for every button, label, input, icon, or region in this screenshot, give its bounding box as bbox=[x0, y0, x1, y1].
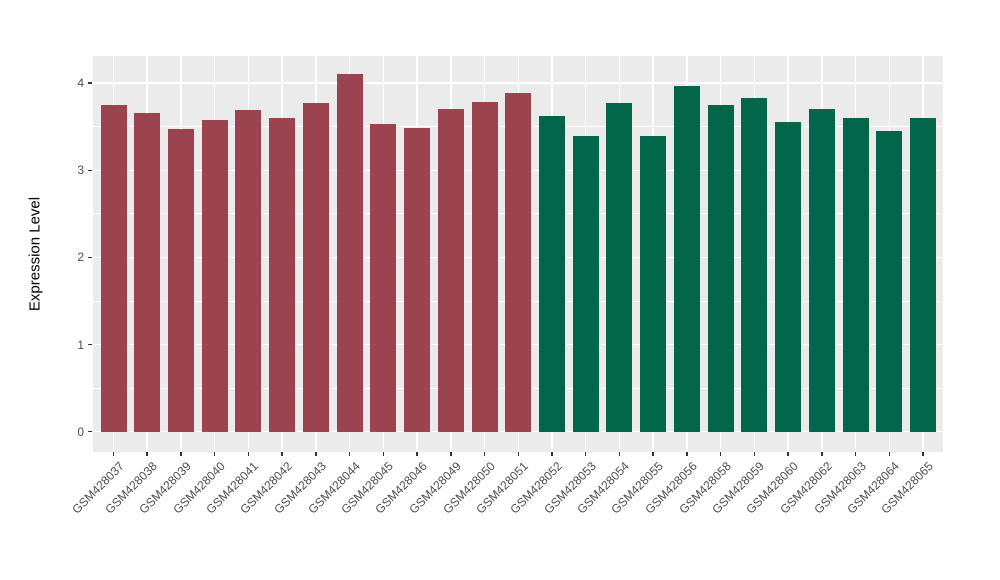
x-tick-GSM428058 bbox=[719, 452, 722, 456]
x-tick-GSM428044 bbox=[348, 452, 351, 456]
x-tick-GSM428053 bbox=[584, 452, 587, 456]
x-tick-GSM428041 bbox=[247, 452, 250, 456]
y-tick-4 bbox=[88, 82, 92, 84]
x-tick-GSM428060 bbox=[787, 452, 789, 456]
x-tick-GSM428045 bbox=[382, 452, 385, 456]
x-tick-GSM428042 bbox=[281, 452, 283, 456]
y-tick-label-1: 1 bbox=[77, 337, 84, 352]
bar-GSM428050 bbox=[471, 102, 498, 432]
y-tick-label-0: 0 bbox=[77, 424, 84, 439]
bar-GSM428051 bbox=[505, 92, 532, 432]
x-tick-GSM428046 bbox=[416, 452, 418, 456]
bar-GSM428037 bbox=[100, 104, 127, 432]
x-tick-GSM428043 bbox=[315, 452, 317, 456]
plot-panel bbox=[93, 56, 943, 452]
x-tick-GSM428039 bbox=[180, 452, 182, 456]
bar-GSM428049 bbox=[437, 109, 464, 432]
y-tick-label-3: 3 bbox=[77, 163, 84, 178]
x-tick-GSM428054 bbox=[618, 452, 621, 456]
x-tick-GSM428062 bbox=[821, 452, 823, 456]
x-tick-GSM428040 bbox=[213, 452, 216, 456]
bar-GSM428053 bbox=[572, 136, 599, 432]
x-tick-GSM428056 bbox=[686, 452, 688, 456]
bar-GSM428056 bbox=[673, 85, 700, 432]
bar-GSM428064 bbox=[876, 131, 903, 432]
y-tick-label-2: 2 bbox=[77, 250, 84, 265]
bar-GSM428055 bbox=[640, 136, 667, 432]
bar-GSM428045 bbox=[370, 124, 397, 432]
y-tick-0 bbox=[88, 430, 92, 433]
bar-GSM428065 bbox=[910, 118, 937, 432]
x-tick-GSM428065 bbox=[922, 452, 924, 456]
x-tick-GSM428050 bbox=[483, 452, 486, 456]
x-tick-GSM428055 bbox=[652, 452, 654, 456]
x-tick-GSM428037 bbox=[112, 452, 115, 456]
bar-GSM428043 bbox=[302, 103, 329, 432]
bar-GSM428040 bbox=[201, 119, 228, 432]
x-tick-GSM428064 bbox=[888, 452, 891, 456]
x-tick-GSM428063 bbox=[854, 452, 857, 456]
y-tick-label-4: 4 bbox=[77, 76, 84, 91]
bar-GSM428058 bbox=[707, 104, 734, 432]
x-tick-GSM428049 bbox=[450, 452, 452, 456]
bar-GSM428062 bbox=[808, 109, 835, 432]
bar-GSM428063 bbox=[842, 118, 869, 432]
x-tick-GSM428038 bbox=[146, 452, 148, 456]
x-tick-GSM428059 bbox=[753, 452, 756, 456]
bar-GSM428044 bbox=[336, 74, 363, 432]
bar-GSM428052 bbox=[538, 116, 565, 432]
x-tick-GSM428051 bbox=[517, 452, 519, 456]
y-tick-1 bbox=[88, 343, 92, 346]
bar-GSM428041 bbox=[235, 110, 262, 432]
x-tick-GSM428052 bbox=[551, 452, 553, 456]
bar-GSM428059 bbox=[741, 97, 768, 432]
y-tick-3 bbox=[88, 169, 92, 172]
bar-GSM428046 bbox=[404, 128, 431, 432]
y-tick-2 bbox=[88, 256, 92, 259]
bar-GSM428054 bbox=[606, 103, 633, 432]
bar-GSM428038 bbox=[134, 112, 161, 432]
bar-GSM428042 bbox=[269, 118, 296, 432]
bar-GSM428060 bbox=[775, 122, 802, 432]
bar-GSM428039 bbox=[167, 129, 194, 432]
